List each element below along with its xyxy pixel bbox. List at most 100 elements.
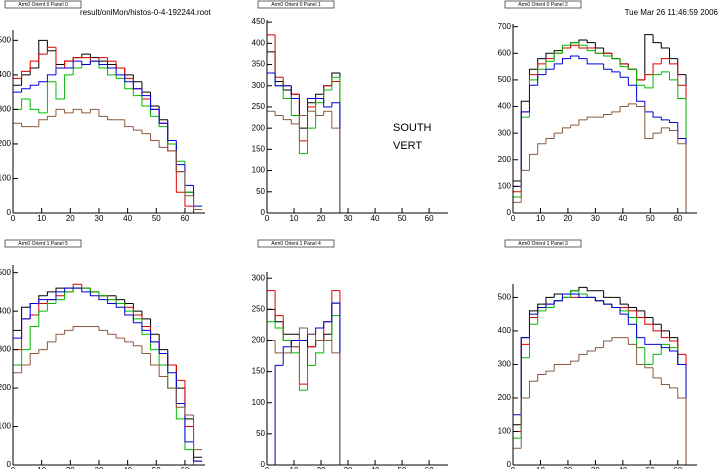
histogram-step (21, 349, 31, 365)
pad-title-box (4, 0, 82, 9)
histogram-step (553, 52, 563, 62)
histogram-step (578, 42, 588, 46)
x-tick-label: 60 (425, 214, 434, 223)
histogram-step (611, 337, 621, 341)
histogram-step (652, 367, 662, 379)
histogram-step (660, 330, 670, 339)
histogram-step (677, 351, 687, 365)
histogram-step (38, 119, 48, 127)
x-tick-label: 40 (618, 466, 627, 469)
histogram-step (141, 322, 151, 331)
histogram-step (636, 324, 645, 339)
histogram-step (652, 34, 662, 44)
histogram-step (274, 290, 284, 317)
x-tick-label: 0 (511, 214, 516, 223)
x-tick-label: 10 (290, 466, 299, 469)
histogram-step (175, 150, 185, 173)
histogram-step (537, 143, 546, 155)
histogram-step (669, 119, 678, 123)
histogram-step (282, 346, 292, 366)
histogram-step (652, 317, 662, 325)
x-tick-label: 0 (265, 214, 270, 223)
histogram-step (644, 337, 654, 345)
histogram-step (553, 63, 563, 70)
y-tick-label: 200 (498, 393, 512, 402)
histogram-step (290, 346, 300, 353)
pad-title: Arm0 Orient 0 Panel 2 (518, 2, 568, 8)
histogram-step (158, 109, 168, 124)
y-tick-label: 100 (0, 422, 12, 431)
histogram-step (323, 110, 332, 116)
histogram-step (298, 115, 308, 155)
histogram-step (603, 300, 612, 305)
histogram-step (553, 132, 563, 139)
histogram-step (586, 45, 596, 52)
x-tick-label: 50 (152, 214, 161, 223)
histogram-step (21, 88, 31, 93)
histogram-step (307, 127, 316, 154)
x-tick-label: 20 (563, 466, 572, 469)
histogram-step (29, 352, 39, 365)
histogram-step (167, 376, 177, 389)
histogram-step (669, 71, 678, 81)
x-tick-label: 30 (344, 466, 353, 469)
y-tick-label: 600 (498, 48, 512, 57)
histogram-step (124, 338, 134, 343)
histogram-step (98, 109, 108, 117)
histogram-step (627, 337, 637, 345)
histogram-step (644, 347, 654, 365)
x-tick-label: 10 (536, 214, 545, 223)
histogram-step (115, 74, 125, 79)
histogram-step (660, 343, 670, 355)
y-tick-label: 0 (7, 208, 12, 217)
histogram-step (38, 349, 48, 354)
histogram-step (331, 111, 340, 129)
histogram-step (627, 103, 637, 107)
histogram-step (586, 58, 596, 65)
y-tick-label: 500 (0, 35, 12, 44)
histogram-step (644, 34, 654, 80)
y-tick-label: 50 (256, 429, 265, 438)
x-tick-label: 10 (290, 214, 299, 223)
y-tick-label: 300 (498, 128, 512, 137)
histogram-step (561, 44, 571, 54)
y-tick-label: 700 (498, 22, 512, 31)
y-tick-label: 350 (252, 60, 266, 69)
histogram-step (570, 290, 579, 298)
histogram-step (545, 60, 555, 70)
histogram-step (115, 303, 125, 308)
histogram-step (315, 102, 324, 129)
x-tick-label: 20 (66, 214, 75, 223)
histogram-step (107, 67, 117, 76)
y-tick-label: 300 (252, 81, 266, 90)
histogram-step (669, 337, 678, 342)
histogram-step (46, 115, 56, 120)
histogram-step (570, 42, 579, 46)
histogram-step (107, 299, 117, 304)
histogram-step (81, 53, 91, 58)
histogram-step (528, 153, 538, 171)
histogram-step (150, 353, 160, 366)
histogram-step (578, 39, 588, 43)
pad-title: Arm0 Orient 0 Panel 0 (18, 2, 68, 8)
pad-title-box (504, 239, 582, 248)
histogram-step (520, 337, 530, 415)
histogram-step (652, 63, 662, 75)
pad-title: Arm0 Orient 1 Panel 5 (18, 241, 68, 247)
x-tick-label: 30 (95, 214, 104, 223)
histogram-step (21, 123, 31, 128)
y-tick-label: 200 (252, 336, 266, 345)
histogram-step (677, 387, 687, 399)
histogram-step (570, 44, 579, 48)
histogram-step (537, 306, 546, 315)
x-tick-label: 0 (11, 214, 16, 223)
histogram-step (98, 57, 108, 62)
histogram-step (660, 344, 670, 349)
histogram-step (141, 345, 151, 354)
histogram-step (307, 364, 316, 391)
x-tick-label: 0 (11, 466, 16, 469)
histogram-step (586, 116, 596, 120)
y-tick-label: 300 (0, 345, 12, 354)
histogram-step (652, 111, 662, 118)
